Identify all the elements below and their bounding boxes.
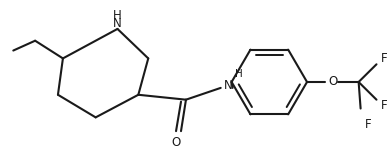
Text: H: H xyxy=(235,69,243,79)
Text: O: O xyxy=(328,75,337,89)
Text: F: F xyxy=(381,52,388,65)
Text: H: H xyxy=(113,9,122,22)
Text: F: F xyxy=(381,99,388,112)
Text: F: F xyxy=(365,118,372,131)
Text: N: N xyxy=(113,17,122,30)
Text: O: O xyxy=(172,136,181,149)
Text: N: N xyxy=(224,79,233,92)
